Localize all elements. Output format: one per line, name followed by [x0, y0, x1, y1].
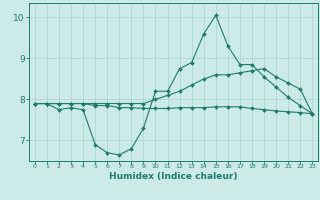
- X-axis label: Humidex (Indice chaleur): Humidex (Indice chaleur): [109, 172, 238, 181]
